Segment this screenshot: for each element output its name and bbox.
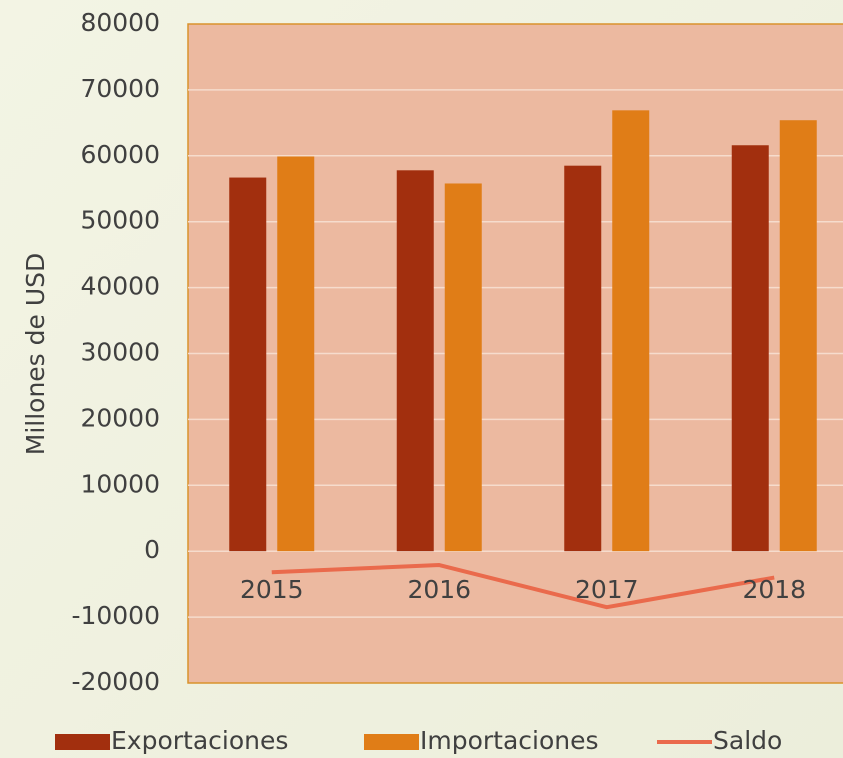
- y-tick-label: -20000: [71, 667, 160, 696]
- x-tick-label: 2016: [407, 575, 471, 604]
- y-tick-label: 0: [144, 535, 160, 564]
- legend-label: Exportaciones: [111, 726, 288, 755]
- bar: [277, 156, 315, 552]
- legend-label: Saldo: [713, 726, 782, 755]
- x-tick-label: 2017: [575, 575, 639, 604]
- x-tick-label: 2018: [742, 575, 806, 604]
- y-tick-label: 20000: [80, 403, 160, 432]
- legend-label: Importaciones: [420, 726, 599, 755]
- y-tick-label: 50000: [80, 206, 160, 235]
- y-tick-label: 40000: [80, 272, 160, 301]
- y-tick-label: 70000: [80, 74, 160, 103]
- x-tick-label: 2015: [240, 575, 304, 604]
- y-tick-label: -10000: [71, 601, 160, 630]
- bar: [564, 165, 602, 552]
- y-tick-label: 80000: [80, 8, 160, 37]
- y-tick-label: 60000: [80, 140, 160, 169]
- legend-swatch: [364, 734, 419, 750]
- bar: [229, 177, 267, 552]
- bar: [779, 120, 817, 552]
- legend-swatch: [55, 734, 110, 750]
- bar: [444, 183, 482, 552]
- bar: [731, 145, 769, 552]
- bar: [612, 110, 650, 552]
- y-tick-label: 30000: [80, 338, 160, 367]
- line: [271, 563, 775, 610]
- y-axis-label: Millones de USD: [21, 253, 50, 456]
- bar: [396, 170, 434, 552]
- y-tick-label: 10000: [80, 469, 160, 498]
